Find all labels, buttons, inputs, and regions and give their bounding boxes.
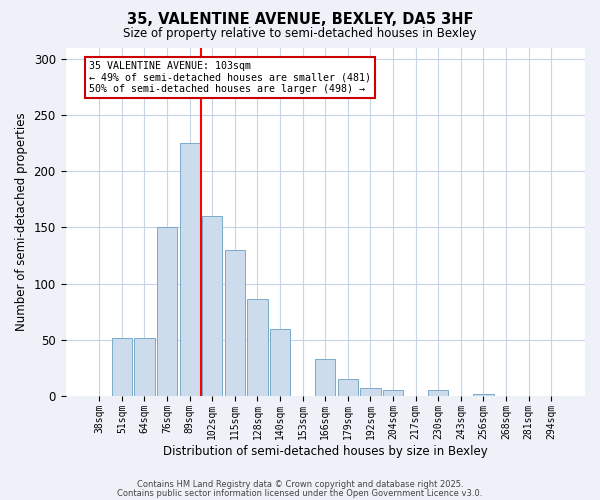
Bar	[360, 388, 380, 396]
Bar	[270, 328, 290, 396]
Bar	[383, 390, 403, 396]
Bar	[134, 338, 155, 396]
Bar	[428, 390, 448, 396]
Bar	[338, 379, 358, 396]
Text: Size of property relative to semi-detached houses in Bexley: Size of property relative to semi-detach…	[123, 28, 477, 40]
Text: Contains public sector information licensed under the Open Government Licence v3: Contains public sector information licen…	[118, 488, 482, 498]
Y-axis label: Number of semi-detached properties: Number of semi-detached properties	[15, 112, 28, 331]
Bar	[202, 216, 223, 396]
Text: 35, VALENTINE AVENUE, BEXLEY, DA5 3HF: 35, VALENTINE AVENUE, BEXLEY, DA5 3HF	[127, 12, 473, 28]
Bar	[225, 250, 245, 396]
Bar	[112, 338, 132, 396]
Bar	[247, 300, 268, 396]
Bar	[179, 143, 200, 396]
Bar	[473, 394, 494, 396]
Text: Contains HM Land Registry data © Crown copyright and database right 2025.: Contains HM Land Registry data © Crown c…	[137, 480, 463, 489]
Text: 35 VALENTINE AVENUE: 103sqm
← 49% of semi-detached houses are smaller (481)
50% : 35 VALENTINE AVENUE: 103sqm ← 49% of sem…	[89, 61, 371, 94]
Bar	[157, 228, 177, 396]
Bar	[315, 359, 335, 396]
X-axis label: Distribution of semi-detached houses by size in Bexley: Distribution of semi-detached houses by …	[163, 444, 488, 458]
